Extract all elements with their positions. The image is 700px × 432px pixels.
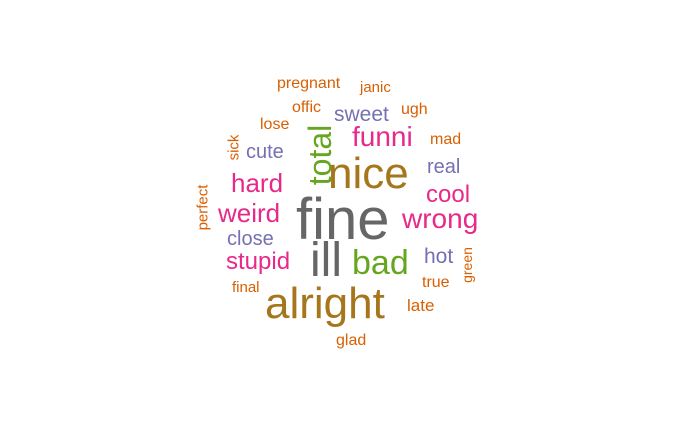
word-alright: alright: [265, 279, 385, 328]
word-weird: weird: [218, 198, 281, 228]
word-real: real: [427, 156, 461, 178]
word-offic: offic: [292, 99, 322, 116]
word-late: late: [407, 296, 435, 315]
word-cute: cute: [246, 141, 284, 163]
word-mad: mad: [430, 131, 462, 148]
word-funni: funni: [352, 121, 413, 152]
word-pregnant: pregnant: [277, 75, 341, 92]
word-sweet: sweet: [334, 103, 389, 126]
word-ill: ill: [310, 234, 342, 287]
word-cool: cool: [426, 181, 471, 208]
word-final: final: [232, 279, 260, 296]
word-ugh: ugh: [401, 101, 428, 118]
word-total: total: [302, 124, 339, 186]
word-close: close: [227, 228, 274, 250]
word-janic: janic: [360, 79, 391, 96]
word-bad: bad: [352, 244, 409, 282]
word-nice: nice: [328, 149, 409, 198]
word-true: true: [422, 274, 450, 291]
word-stupid: stupid: [226, 248, 291, 275]
word-fine: fine: [296, 187, 390, 252]
word-glad: glad: [336, 332, 367, 349]
word-green: green: [458, 247, 475, 283]
word-hard: hard: [231, 168, 284, 198]
word-sick: sick: [225, 134, 243, 161]
word-perfect: perfect: [194, 184, 212, 231]
word-lose: lose: [260, 116, 290, 133]
word-hot: hot: [424, 245, 454, 268]
word-wrong: wrong: [402, 203, 479, 234]
